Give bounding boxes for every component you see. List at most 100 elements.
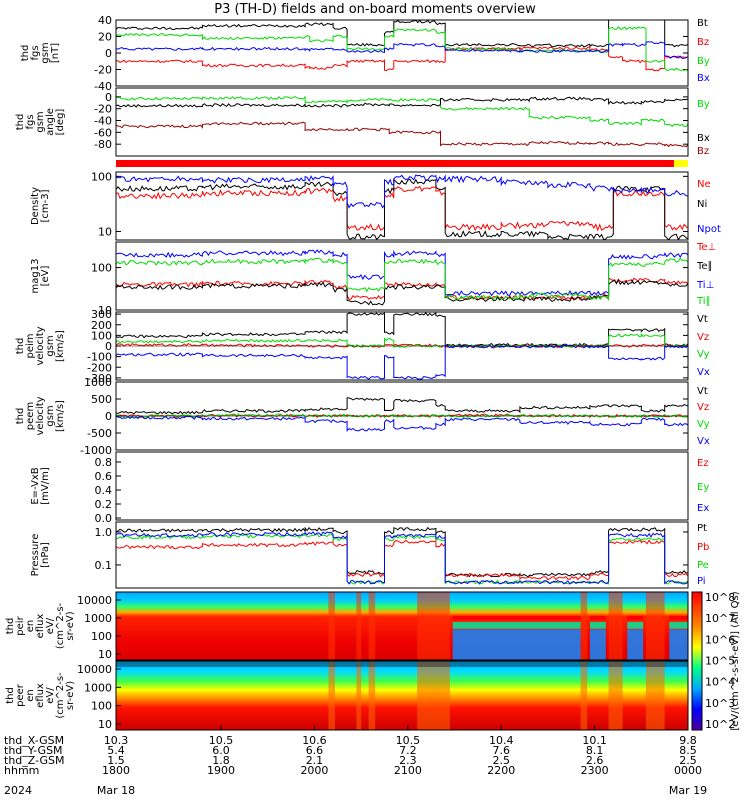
series-line-Ni: [116, 178, 688, 240]
series-line-By: [116, 26, 688, 72]
y-tick-label: -20: [94, 103, 112, 116]
y-axis-label-line: [deg]: [55, 109, 66, 136]
series-line-Bz: [116, 121, 688, 148]
colorbar-gradient: [691, 591, 703, 731]
series-line-Te∥: [116, 278, 688, 306]
spectrogram-burst: [368, 592, 376, 660]
y-axis-label-line: fgs: [30, 45, 41, 60]
panel-density: Density[cm-3] 100 10 Ne Ni Npot: [30, 170, 721, 241]
colorbar-tick-label: 10^2: [705, 718, 735, 731]
y-tick-label: 0.0: [95, 512, 113, 525]
y-tick-label: 10000: [77, 594, 112, 607]
panel-e-field: E=-VxB[mV/m] 0.80.60.40.20.0 Ez Ey Ex: [30, 451, 709, 525]
series-line-Pb: [116, 539, 688, 581]
y-axis-label-line: Density: [30, 187, 41, 225]
spectrogram-mid-band: [627, 621, 644, 629]
series-group: [116, 397, 688, 432]
spectrogram-line: [452, 615, 581, 620]
y-tick-label: 0.4: [95, 484, 113, 497]
spectrogram-mid-band: [589, 621, 606, 629]
spectrogram-burst: [368, 661, 376, 730]
spectrogram-burst: [356, 661, 362, 730]
date-label: Mar 19: [669, 784, 707, 797]
series-line-Pe: [116, 533, 688, 585]
y-tick-label: -500: [87, 427, 112, 440]
legend-entry: Npot: [697, 224, 721, 235]
y-tick-label: -40: [94, 115, 112, 128]
y-tick-label: 0.6: [95, 470, 113, 483]
y-tick-label: 0.2: [95, 498, 113, 511]
series-line-Vx: [116, 415, 688, 432]
y-axis-label-line: E=-VxB: [30, 467, 41, 504]
y-tick-label: 10: [98, 225, 112, 238]
legend-entry: Bz: [697, 37, 709, 48]
y-axis-label-line: sr-eV): [65, 681, 76, 710]
y-tick-label: 100: [91, 700, 112, 713]
y-axis-label: thdpeemvelocitygsm[km/s]: [15, 396, 66, 435]
y-tick-label: 0.1: [95, 559, 113, 572]
legend-entry: Vz: [697, 402, 709, 413]
y-axis-label-line: eV/: [45, 617, 56, 634]
spectrogram-burst: [580, 661, 588, 730]
series-group: [116, 249, 688, 306]
y-axis-label-line: velocity: [35, 326, 46, 365]
colorbar-tick-label: 10^3: [705, 697, 735, 710]
ephemeris-value: 2100: [394, 764, 422, 777]
y-axis-label-line: eflux: [35, 614, 46, 639]
panel-frame: [115, 381, 689, 451]
y-axis-label-line: angle: [45, 108, 56, 136]
panel-pressure: Pressure[nPa] 1.0 0.1 Pt Pb Pe Pi: [30, 521, 709, 589]
y-axis-label-line: peim: [25, 333, 36, 358]
ephemeris-value: 1.5: [107, 754, 125, 767]
y-tick-label: -20: [94, 64, 112, 77]
y-tick-label: 20: [98, 31, 112, 44]
ephemeris-value: 2.5: [679, 754, 697, 767]
colorbar-tick-label: 10^5: [705, 655, 735, 668]
ephemeris-value: 1.8: [212, 754, 230, 767]
legend-entry: Pi: [697, 576, 706, 587]
ephemeris-value: 2000: [300, 764, 328, 777]
panel-peem-velocity: thdpeemvelocitygsm[km/s] 1000 500 0 -500 -100…: [15, 376, 710, 457]
panel-frame: [115, 311, 689, 381]
y-tick-label: -100: [87, 351, 112, 364]
y-tick-label: 10: [98, 304, 112, 317]
series-line-Ti∥: [116, 257, 688, 302]
y-tick-label: 1000: [84, 376, 112, 389]
legend-entry: Pt: [697, 523, 707, 534]
ephemeris-value: 2.5: [492, 754, 510, 767]
y-axis-label-line: thd: [15, 338, 26, 355]
legend-entry: Vx: [697, 367, 710, 378]
y-axis-label: E=-VxB[mV/m]: [30, 467, 51, 505]
ephemeris-row-label: hhmm: [4, 764, 39, 777]
y-axis-label-line: (cm^2-s-: [55, 602, 66, 649]
ephemeris-value: 1900: [207, 764, 235, 777]
spectrogram-burst: [417, 592, 450, 660]
ephemeris-value: 0000: [674, 764, 702, 777]
legend-entry: By: [697, 99, 710, 110]
y-axis-label-line: en: [25, 620, 36, 633]
y-axis-label-line: thd: [20, 45, 31, 62]
colorbar: 10^8 10^7 10^6 10^5 10^4 10^3 10^2[eV/(cm^2-s-…: [691, 591, 741, 731]
y-axis-label-line: peer: [15, 683, 26, 707]
y-axis-label-line: peir: [15, 615, 26, 635]
y-axis-label-line: en: [25, 689, 36, 702]
y-axis-label-line: [km/s]: [55, 330, 66, 362]
series-line-Npot: [116, 174, 688, 209]
y-axis-label-line: [nPa]: [40, 542, 51, 568]
legend-entry: Ti∥: [696, 296, 711, 307]
y-axis-label: thdfgsgsmangle[deg]: [15, 108, 66, 136]
panel-temperature: mag13[eV] 100 10 Te⊥ Te∥ Ti⊥ Ti∥: [30, 241, 716, 317]
spectrogram-burst: [417, 661, 450, 730]
colorbar-tick-label: 10^6: [705, 633, 735, 646]
y-tick-label: 1000: [84, 612, 112, 625]
spectrogram-low-band: [452, 629, 581, 660]
spectrogram-burst: [328, 592, 335, 660]
spectrogram-line: [627, 615, 644, 620]
y-tick-label: 40: [98, 14, 112, 27]
y-axis-label-line: eV/: [45, 687, 56, 704]
series-line-Bx: [116, 41, 688, 59]
ephemeris-value: 5.4: [107, 744, 125, 757]
series-line-Vt: [116, 397, 688, 415]
y-axis-label-line: gsm: [40, 42, 51, 63]
